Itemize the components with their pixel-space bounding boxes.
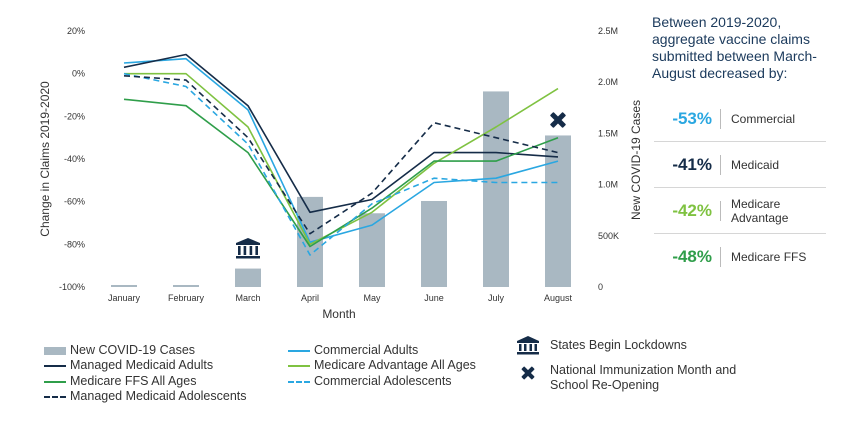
legend-swatch	[288, 364, 310, 367]
y-right-tick-label: 2.5M	[598, 26, 618, 36]
icons-layer	[236, 112, 566, 259]
legend-item-immunization: National Immunization Month and School R…	[516, 363, 760, 393]
syringe-icon-part	[550, 112, 566, 128]
bank-icon-part	[236, 238, 260, 243]
legend-item-lockdowns: States Begin Lockdowns	[516, 335, 687, 355]
y-axis-left-title: Change in Claims 2019-2020	[38, 81, 52, 237]
bank-icon-part	[236, 256, 260, 259]
syringe-icon	[550, 112, 566, 128]
legend-label: Managed Medicaid Adults	[70, 358, 214, 372]
stat-value: -48%	[654, 246, 721, 267]
bank-icon-part	[236, 243, 260, 245]
y-right-tick-label: 0	[598, 282, 603, 292]
legend-label: Medicare Advantage All Ages	[314, 358, 476, 372]
legend-item-medicaid-adults: Managed Medicaid Adults	[44, 358, 213, 373]
stat-row-commercial: -53% Commercial	[654, 96, 826, 142]
legend-label: States Begin Lockdowns	[550, 337, 687, 352]
chart-svg: 20% 0% -20% -40% -60% -80% -100% 2.5M 2.0M 1.5M 1.…	[38, 26, 640, 321]
series-line-medicare-advantage-all-ages	[124, 72, 559, 246]
legend-label: National Immunization Month and School R…	[550, 363, 737, 392]
series-line-managed-medicaid-adolescents	[123, 75, 559, 235]
y-left-tick-label: -20%	[64, 111, 85, 121]
y-right-tick-label: 2.0M	[598, 77, 618, 87]
summary-panel: Between 2019-2020, aggregate vaccine cla…	[652, 14, 842, 279]
bar-june	[421, 200, 447, 287]
legend-item-medicare-ffs: Medicare FFS All Ages	[44, 374, 196, 389]
bank-icon-part	[238, 246, 241, 255]
x-tick-label: January	[108, 293, 141, 303]
legend-label: Commercial Adults	[314, 343, 419, 357]
y-right-tick-label: 1.5M	[598, 128, 618, 138]
bar-march	[235, 268, 261, 287]
syringe-icon	[521, 366, 535, 380]
bank-icon-part	[249, 246, 253, 255]
x-tick-label: July	[488, 293, 505, 303]
y-left-tick-label: -40%	[64, 154, 85, 164]
series-line-medicare-ffs-all-ages	[123, 98, 559, 248]
bar-february	[173, 285, 199, 287]
stat-label: Medicare Advantage	[731, 196, 789, 225]
legend-swatch	[44, 380, 66, 383]
legend-swatch	[44, 346, 66, 355]
legend-item-covid-cases: New COVID-19 Cases	[44, 343, 195, 358]
legend-label: Managed Medicaid Adolescents	[70, 389, 247, 403]
stat-value: -53%	[654, 108, 721, 129]
legend-label: Commercial Adolescents	[314, 374, 452, 388]
bar-january	[111, 285, 137, 287]
bank-icon-part	[255, 246, 258, 255]
x-tick-label: August	[544, 293, 573, 303]
legend-swatch	[44, 395, 66, 398]
series-line-commercial-adolescents	[123, 72, 558, 256]
legend-label: New COVID-19 Cases	[70, 343, 196, 357]
legend-label: Medicare FFS All Ages	[70, 374, 197, 388]
x-tick-label: June	[424, 293, 444, 303]
y-left-tick-label: -80%	[64, 239, 85, 249]
legend-item-commercial-adults: Commercial Adults	[288, 343, 418, 358]
x-tick-label: March	[235, 293, 260, 303]
y-right-tick-label: 500K	[598, 231, 619, 241]
ticks-layer: 20% 0% -20% -40% -60% -80% -100% 2.5M 2.0M 1.5M 1.…	[59, 26, 619, 303]
x-tick-label: May	[363, 293, 381, 303]
stat-label: Commercial	[731, 111, 796, 126]
x-tick-label: February	[168, 293, 205, 303]
x-tick-label: April	[301, 293, 319, 303]
legend-swatch	[44, 364, 66, 367]
y-right-tick-label: 1.0M	[598, 180, 618, 190]
bar-august	[545, 135, 571, 287]
legend-swatch	[288, 349, 310, 352]
x-axis-title: Month	[322, 307, 355, 321]
legend-item-medicare-advantage: Medicare Advantage All Ages	[288, 358, 476, 373]
y-axis-right-title: New COVID-19 Cases	[629, 100, 640, 220]
y-left-tick-label: -60%	[64, 197, 85, 207]
stat-value: -42%	[654, 200, 721, 221]
stat-row-medicare-ffs: -48% Medicare FFS	[654, 234, 826, 279]
stat-row-medicaid: -41% Medicaid	[654, 142, 826, 188]
legend-item-commercial-adolescents: Commercial Adolescents	[288, 374, 452, 389]
y-left-tick-label: 0%	[72, 69, 85, 79]
lines-layer	[123, 53, 559, 256]
stat-row-medicare-advantage: -42% Medicare Advantage	[654, 188, 826, 234]
bank-icon-part	[243, 246, 247, 255]
y-left-tick-label: 20%	[67, 26, 85, 36]
bars-layer	[111, 91, 571, 287]
legend-item-medicaid-adolescents: Managed Medicaid Adolescents	[44, 389, 247, 404]
stat-label: Medicare FFS	[731, 249, 807, 264]
bank-icon	[517, 336, 539, 355]
y-left-tick-label: -100%	[59, 282, 85, 292]
bank-icon	[236, 238, 260, 259]
series-line-commercial-adults	[123, 57, 559, 243]
stat-value: -41%	[654, 154, 721, 175]
bar-july	[483, 91, 509, 287]
series-line-managed-medicaid-adults	[123, 53, 559, 214]
legend-swatch	[288, 380, 310, 383]
summary-heading: Between 2019-2020, aggregate vaccine cla…	[652, 14, 817, 81]
stat-label: Medicaid	[731, 157, 780, 172]
